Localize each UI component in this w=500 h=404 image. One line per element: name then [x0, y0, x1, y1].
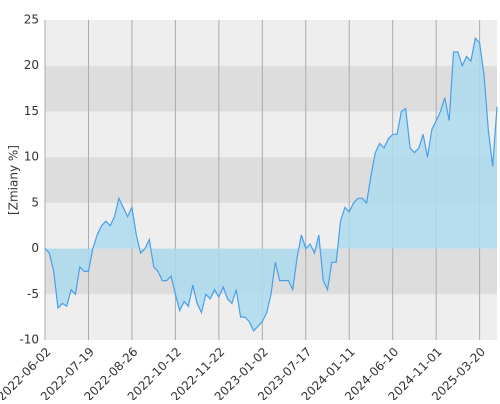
- area: [45, 38, 497, 331]
- y-tick-label: 0: [31, 241, 39, 255]
- band: [45, 20, 497, 66]
- band: [45, 65, 497, 112]
- y-tick-label: 10: [24, 150, 39, 164]
- y-tick-label: 20: [24, 58, 39, 72]
- line: [44, 37, 498, 332]
- band: [45, 294, 497, 340]
- y-tick-label: 15: [24, 104, 39, 118]
- y-tick-label: -10: [19, 333, 39, 347]
- y-tick-label: 25: [24, 13, 39, 27]
- y-axis-label: [Zmiany %]: [7, 145, 21, 215]
- y-tick-label: 5: [31, 195, 39, 209]
- y-tick-label: -5: [27, 287, 39, 301]
